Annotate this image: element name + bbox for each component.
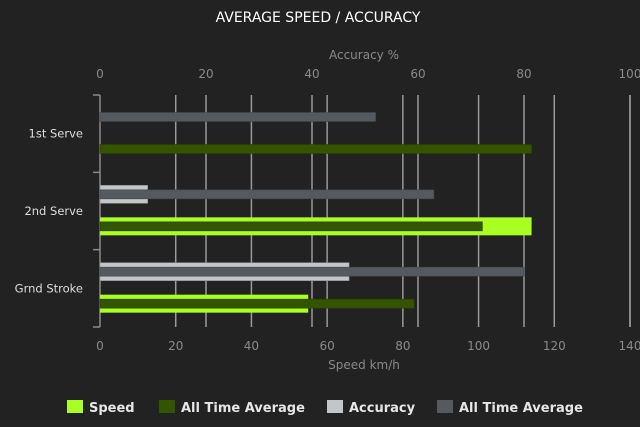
speed-average-bar bbox=[99, 298, 415, 309]
gridlines bbox=[93, 94, 631, 328]
top-axis-label: Accuracy % bbox=[329, 48, 399, 62]
legend-swatch bbox=[159, 400, 175, 413]
legend-swatch bbox=[327, 400, 343, 413]
accuracy-tick-label: 60 bbox=[410, 67, 425, 81]
accuracy-tick-label: 100 bbox=[619, 67, 640, 81]
legend-label: All Time Average bbox=[181, 401, 305, 416]
speed-average-bar bbox=[99, 144, 532, 154]
speed-tick-label: 120 bbox=[543, 339, 566, 353]
accuracy-tick-label: 20 bbox=[198, 67, 213, 81]
legend: Speed All Time Average Accuracy All Time Av… bbox=[67, 400, 583, 416]
category-labels: 1st Serve 2nd Serve Grnd Stroke bbox=[15, 127, 83, 296]
accuracy-tick-label: 80 bbox=[516, 67, 531, 81]
speed-tick-label: 100 bbox=[467, 339, 490, 353]
category-label: 2nd Serve bbox=[24, 204, 83, 218]
legend-label: Accuracy bbox=[349, 401, 416, 416]
category-label: 1st Serve bbox=[29, 127, 83, 141]
speed-tick-label: 80 bbox=[395, 339, 410, 353]
legend-swatch bbox=[67, 400, 83, 413]
tick-labels: 0 20 40 60 80 100 120 140 0 20 40 60 80 100 bbox=[96, 67, 640, 353]
speed-tick-label: 40 bbox=[244, 339, 259, 353]
bottom-axis-label: Speed km/h bbox=[328, 358, 400, 372]
bars bbox=[99, 112, 532, 313]
legend-swatch bbox=[437, 400, 453, 413]
speed-tick-label: 140 bbox=[619, 339, 640, 353]
accuracy-average-bar bbox=[99, 266, 525, 277]
legend-label: All Time Average bbox=[459, 401, 583, 416]
speed-tick-label: 60 bbox=[320, 339, 335, 353]
accuracy-average-bar bbox=[99, 112, 376, 122]
chart-title: AVERAGE SPEED / ACCURACY bbox=[216, 10, 421, 26]
speed-tick-label: 0 bbox=[96, 339, 104, 353]
speed-tick-label: 20 bbox=[168, 339, 183, 353]
legend-label: Speed bbox=[89, 401, 135, 416]
category-label: Grnd Stroke bbox=[15, 281, 83, 295]
speed-average-bar bbox=[99, 221, 483, 232]
accuracy-average-bar bbox=[99, 189, 435, 200]
accuracy-tick-label: 40 bbox=[304, 67, 319, 81]
accuracy-tick-label: 0 bbox=[96, 67, 104, 81]
